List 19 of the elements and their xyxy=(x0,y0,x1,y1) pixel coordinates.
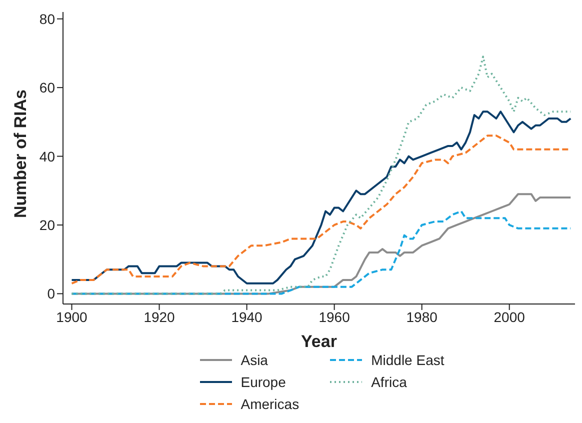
legend-label: Asia xyxy=(240,352,268,368)
legend-label: Europe xyxy=(240,374,286,390)
x-axis-title: Year xyxy=(301,332,338,351)
legend-label: Middle East xyxy=(371,352,444,368)
x-tick-label: 1940 xyxy=(231,308,263,325)
y-tick-label: 80 xyxy=(39,10,56,27)
legend-label: Africa xyxy=(371,374,407,390)
y-axis-title: Number of RIAs xyxy=(11,90,30,218)
x-tick-label: 2000 xyxy=(494,308,526,325)
y-tick-label: 40 xyxy=(39,148,56,164)
x-tick-label: 1960 xyxy=(318,308,350,325)
y-tick-label: 60 xyxy=(39,80,56,96)
x-tick-label: 1980 xyxy=(406,308,438,325)
legend-label: Americas xyxy=(240,396,300,412)
y-tick-label: 0 xyxy=(47,286,56,302)
x-tick-label: 1920 xyxy=(144,308,176,325)
y-tick-label: 20 xyxy=(39,216,56,233)
x-tick-label: 1900 xyxy=(56,308,88,325)
line-series xyxy=(70,210,572,295)
